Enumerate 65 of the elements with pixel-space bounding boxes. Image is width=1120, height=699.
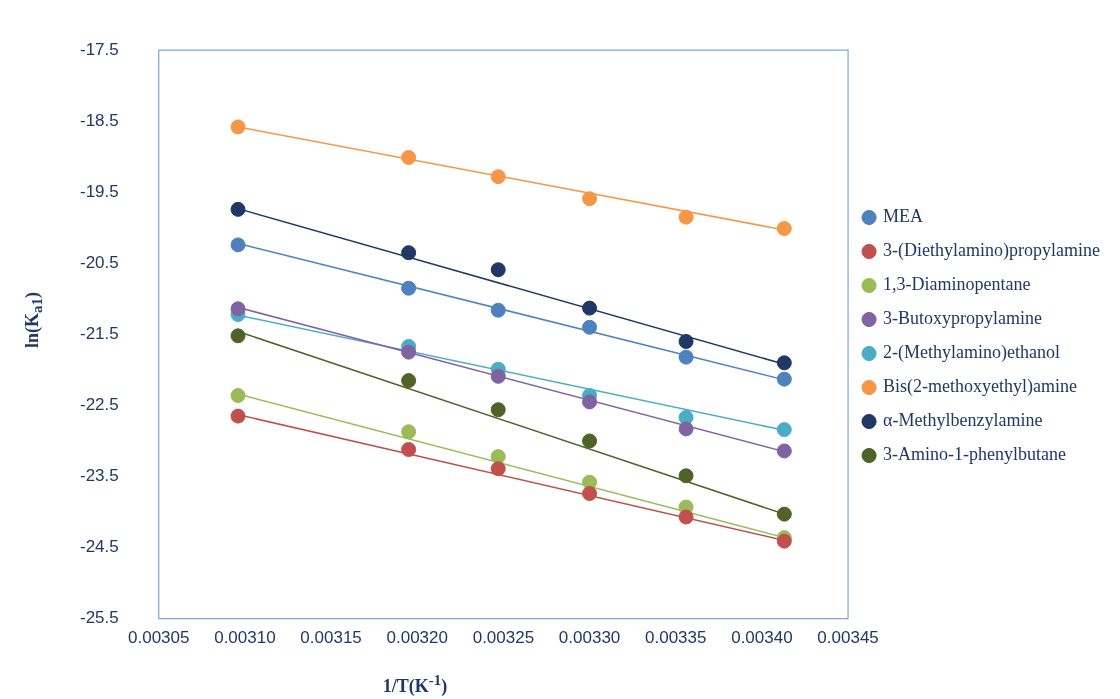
y-tick-label: -21.5 [80,324,119,344]
point [490,302,506,318]
x-tick-label: 0.00345 [817,628,879,648]
point [490,262,506,278]
point [230,408,246,424]
x-tick-label: 0.00330 [558,628,621,648]
point [490,169,506,185]
point [678,349,694,365]
point [490,402,506,418]
point [776,506,792,522]
point [490,368,506,384]
point [776,221,792,237]
y-tick-label: -22.5 [80,395,119,415]
x-tick-label: 0.00335 [645,628,707,648]
point [401,149,417,165]
point [678,421,694,437]
y-tick-label: -18.5 [80,110,119,130]
point [582,394,598,410]
point [582,300,598,316]
point [582,191,598,207]
y-tick-label: -24.5 [80,537,119,557]
point [776,422,792,438]
point [401,280,417,296]
point [776,355,792,371]
y-tick-label: -20.5 [80,253,119,273]
point [401,344,417,360]
point [776,371,792,387]
x-axis-title: 1/T(K$^{-1}$) [382,672,448,697]
point [582,433,598,449]
point [230,119,246,135]
point [582,319,598,335]
legend-label: 3-(Diethylamino)propylamine [883,240,1101,262]
x-tick-label: 0.00325 [472,628,535,648]
y-tick-label: -17.5 [80,39,119,59]
point [230,301,246,317]
y-tick-label: -19.5 [80,181,119,201]
legend-label: α-Methylbenzylamine [883,410,1043,431]
x-tick-label: 0.00310 [214,628,276,648]
point [230,237,246,253]
point [582,486,598,502]
x-tick-label: 0.00305 [128,628,190,648]
point [678,509,694,525]
point [230,388,246,403]
legend-label: Bis(2-methoxyethyl)amine [883,376,1078,398]
point [401,442,417,457]
legend-label: MEA [883,206,924,227]
point [678,209,694,225]
point [230,328,246,344]
point [490,461,506,477]
legend-label: 3-Butoxypropylamine [883,308,1043,329]
point [401,245,417,261]
point [401,373,417,389]
x-tick-label: 0.00315 [300,628,362,648]
y-tick-label: -25.5 [80,608,119,628]
legend-label: 2-(Methylamino)ethanol [883,342,1061,364]
point [230,201,246,217]
point [401,424,417,440]
legend-label: 3-Amino-1-phenylbutane [883,444,1067,465]
point [678,334,694,350]
point [776,443,792,459]
point [678,468,694,484]
legend-label: 1,3-Diaminopentane [883,274,1031,295]
y-tick-label: -23.5 [80,466,119,486]
x-tick-label: 0.00340 [731,628,793,648]
x-tick-label: 0.00320 [386,628,448,648]
